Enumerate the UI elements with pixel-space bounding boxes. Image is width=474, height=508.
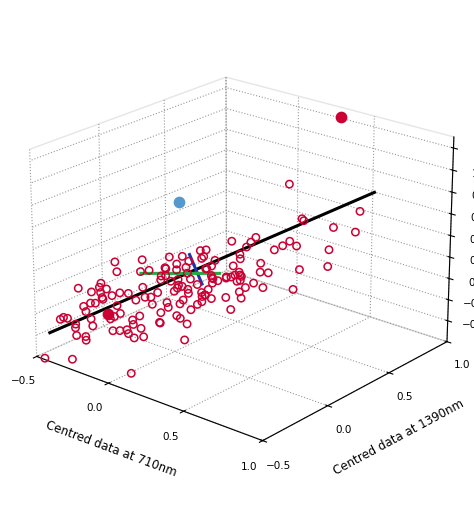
Y-axis label: Centred data at 1390nm: Centred data at 1390nm [331, 397, 466, 478]
X-axis label: Centred data at 710nm: Centred data at 710nm [45, 419, 179, 479]
